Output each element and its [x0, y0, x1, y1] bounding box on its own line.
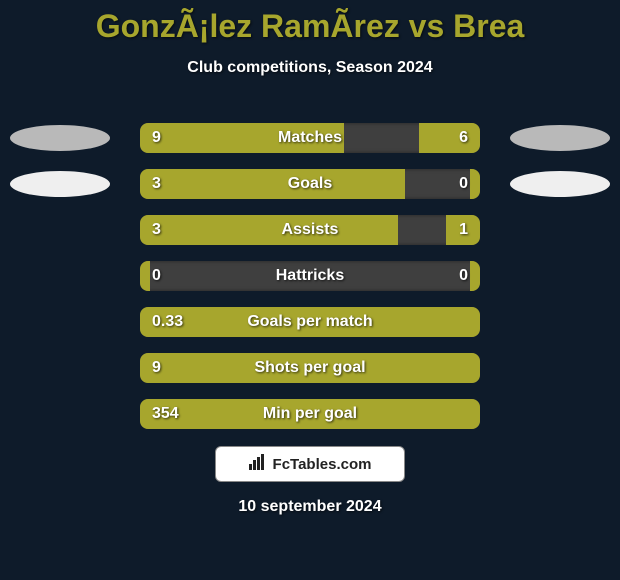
stat-bar-right-fill	[470, 169, 480, 199]
stat-value-left: 9	[152, 359, 161, 377]
stat-bar: 30Goals	[140, 169, 480, 199]
comparison-row: 96Matches	[0, 122, 620, 168]
stat-value-left: 9	[152, 129, 161, 147]
stat-bar-right-fill	[470, 261, 480, 291]
stat-value-right: 0	[459, 267, 468, 285]
stat-value-left: 0.33	[152, 313, 183, 331]
stat-bar-left-fill	[140, 353, 480, 383]
comparison-row: 0.33Goals per match	[0, 306, 620, 352]
stat-bar: 96Matches	[140, 123, 480, 153]
stat-bar-left-fill	[140, 123, 344, 153]
stat-label: Hattricks	[140, 267, 480, 285]
stat-bar-left-fill	[140, 169, 405, 199]
comparison-rows: 96Matches30Goals31Assists00Hattricks0.33…	[0, 122, 620, 444]
player-logo-right	[510, 125, 610, 151]
player-logo-left	[10, 171, 110, 197]
comparison-infographic: GonzÃ¡lez RamÃ­rez vs Brea Club competit…	[0, 0, 620, 580]
player-logo-left	[10, 125, 110, 151]
stat-bar-left-fill	[140, 399, 480, 429]
comparison-row: 354Min per goal	[0, 398, 620, 444]
stat-bar-left-fill	[140, 307, 480, 337]
footer-date: 10 september 2024	[0, 498, 620, 516]
stat-value-right: 0	[459, 175, 468, 193]
stat-bar-left-fill	[140, 215, 398, 245]
stat-value-right: 1	[459, 221, 468, 239]
stat-value-left: 3	[152, 221, 161, 239]
stat-bar: 9Shots per goal	[140, 353, 480, 383]
stat-value-left: 0	[152, 267, 161, 285]
stat-value-left: 3	[152, 175, 161, 193]
source-badge-text: FcTables.com	[273, 456, 372, 473]
source-badge: FcTables.com	[215, 446, 405, 482]
player-logo-right	[510, 171, 610, 197]
bar-chart-icon	[249, 454, 267, 474]
comparison-row: 9Shots per goal	[0, 352, 620, 398]
stat-bar: 0.33Goals per match	[140, 307, 480, 337]
stat-value-left: 354	[152, 405, 179, 423]
stat-bar-left-fill	[140, 261, 150, 291]
stat-bar: 354Min per goal	[140, 399, 480, 429]
comparison-row: 31Assists	[0, 214, 620, 260]
stat-value-right: 6	[459, 129, 468, 147]
title: GonzÃ¡lez RamÃ­rez vs Brea	[0, 0, 620, 45]
subtitle: Club competitions, Season 2024	[0, 59, 620, 77]
stat-bar: 0 0Hattricks	[140, 261, 480, 291]
comparison-row: 0 0Hattricks	[0, 260, 620, 306]
stat-bar-right-fill	[419, 123, 480, 153]
stat-bar: 31Assists	[140, 215, 480, 245]
comparison-row: 30Goals	[0, 168, 620, 214]
